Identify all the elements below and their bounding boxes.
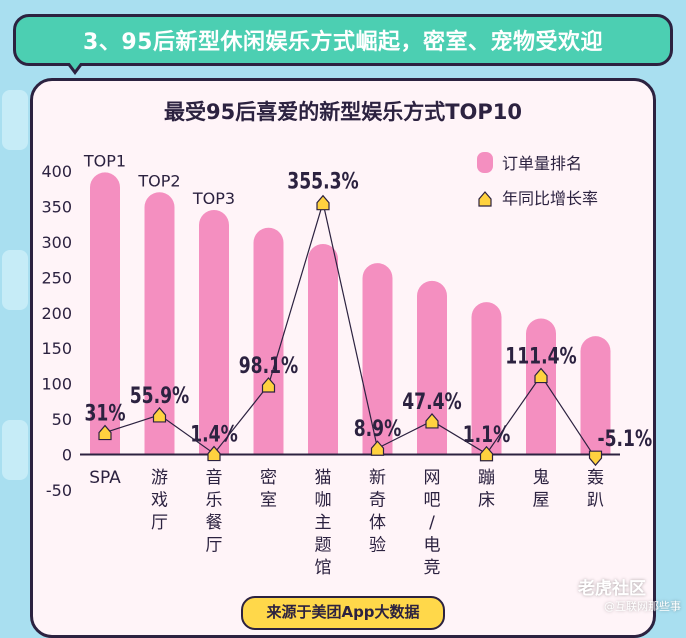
category-label: SPA bbox=[89, 468, 121, 488]
bar bbox=[417, 280, 447, 455]
y-tick-label: -50 bbox=[46, 481, 72, 500]
growth-marker bbox=[261, 377, 276, 393]
y-tick-label: 400 bbox=[41, 162, 72, 181]
watermark-logo: 老虎社区 bbox=[578, 579, 646, 599]
category-label: 猫咖主题馆 bbox=[315, 468, 332, 578]
background-decoration bbox=[2, 250, 28, 310]
category-label: 新奇体验 bbox=[369, 468, 386, 556]
chart-canvas: 400 350 300 250 200 150 100 50 0 -50 TOP1 TOP2 TOP3 3… bbox=[41, 151, 652, 578]
y-tick-label: 350 bbox=[41, 197, 72, 216]
source-badge: 来源于美团App大数据 bbox=[241, 596, 445, 630]
y-tick-label: 200 bbox=[41, 304, 72, 323]
category-label: 鬼屋 bbox=[533, 468, 550, 511]
bar bbox=[90, 172, 120, 455]
growth-marker bbox=[98, 424, 112, 441]
bar bbox=[580, 336, 611, 455]
growth-marker bbox=[534, 367, 548, 384]
rank-label: TOP2 bbox=[137, 171, 180, 190]
bar bbox=[253, 227, 284, 455]
growth-value-label: 55.9% bbox=[130, 383, 190, 409]
chart-title: 最受95后喜爱的新型娱乐方式TOP10 bbox=[163, 100, 522, 124]
legend-marker-swatch bbox=[478, 191, 492, 207]
bar bbox=[199, 209, 229, 455]
bar bbox=[308, 244, 338, 455]
y-tick-label: 250 bbox=[41, 268, 72, 287]
legend-bar-swatch bbox=[477, 152, 493, 173]
growth-value-label: 98.1% bbox=[239, 353, 299, 379]
y-tick-label: 0 bbox=[62, 446, 72, 465]
growth-marker bbox=[370, 440, 385, 456]
growth-marker bbox=[479, 445, 494, 462]
legend-marker-label: 年同比增长率 bbox=[502, 189, 598, 208]
growth-value-label: 31% bbox=[84, 401, 125, 427]
growth-value-label: 1.4% bbox=[190, 421, 238, 447]
growth-value-label: 355.3% bbox=[287, 169, 359, 195]
growth-line bbox=[104, 200, 597, 459]
growth-marker bbox=[152, 407, 167, 423]
growth-value-label: 47.4% bbox=[402, 389, 462, 415]
rank-label: TOP3 bbox=[192, 189, 235, 208]
bar bbox=[362, 263, 393, 455]
category-label: 轰趴 bbox=[587, 468, 604, 511]
growth-marker bbox=[425, 413, 439, 429]
rank-label: TOP1 bbox=[83, 151, 126, 170]
watermark-handle: @互联网那些事 bbox=[604, 600, 681, 613]
header-pointer-fill bbox=[69, 62, 81, 70]
category-label: 密室 bbox=[260, 468, 277, 511]
growth-value-label: 8.9% bbox=[354, 416, 402, 442]
background-decoration bbox=[2, 90, 28, 150]
growth-value-label: -5.1% bbox=[597, 426, 652, 452]
growth-marker bbox=[588, 450, 603, 467]
y-tick-label: 300 bbox=[41, 233, 72, 252]
growth-value-label: 1.1% bbox=[463, 422, 511, 448]
growth-value-label: 111.4% bbox=[505, 344, 577, 370]
y-tick-label: 50 bbox=[52, 410, 72, 429]
y-tick-label: 150 bbox=[41, 339, 72, 358]
section-title: 3、95后新型休闲娱乐方式崛起，密室、宠物受欢迎 bbox=[83, 30, 603, 55]
category-label: 音乐餐厅 bbox=[206, 468, 223, 556]
bar bbox=[144, 192, 175, 455]
category-label: 游戏厅 bbox=[151, 468, 168, 533]
growth-marker bbox=[316, 194, 330, 211]
growth-marker bbox=[207, 445, 221, 462]
bar bbox=[526, 318, 556, 455]
category-label: 网吧/电竞 bbox=[424, 468, 441, 578]
y-tick-label: 100 bbox=[41, 375, 72, 394]
legend-bar-label: 订单量排名 bbox=[502, 154, 582, 173]
bar bbox=[471, 302, 502, 455]
category-label: 蹦床 bbox=[478, 468, 495, 511]
section-header: 3、95后新型休闲娱乐方式崛起，密室、宠物受欢迎 bbox=[13, 14, 673, 66]
background-decoration bbox=[2, 420, 28, 480]
